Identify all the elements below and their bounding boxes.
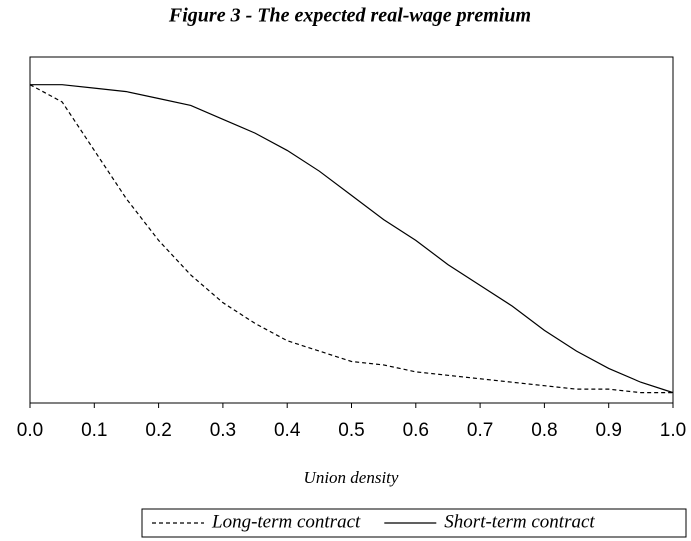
x-tick-label: 0.4 bbox=[274, 420, 301, 441]
line-series bbox=[30, 84, 674, 394]
x-axis-label: Union density bbox=[304, 468, 399, 487]
chart-title: Figure 3 - The expected real-wage premiu… bbox=[168, 5, 531, 27]
x-tick-label: 0.8 bbox=[531, 420, 557, 441]
legend-label: Long-term contract bbox=[211, 511, 361, 532]
legend-box bbox=[141, 508, 687, 538]
x-tick-label: 0.1 bbox=[81, 420, 107, 441]
x-tick-label: 0.0 bbox=[17, 420, 43, 441]
x-tick-label: 1.0 bbox=[660, 420, 686, 441]
x-tick-label: 0.7 bbox=[467, 420, 493, 441]
x-tick-label: 0.3 bbox=[210, 420, 236, 441]
x-tick-label: 0.6 bbox=[403, 420, 429, 441]
x-tick-label: 0.9 bbox=[595, 420, 621, 441]
line-series bbox=[29, 84, 673, 394]
x-tick-label: 0.5 bbox=[338, 420, 364, 441]
x-tick-label: 0.2 bbox=[145, 420, 171, 441]
legend-label: Short-term contract bbox=[444, 511, 595, 532]
